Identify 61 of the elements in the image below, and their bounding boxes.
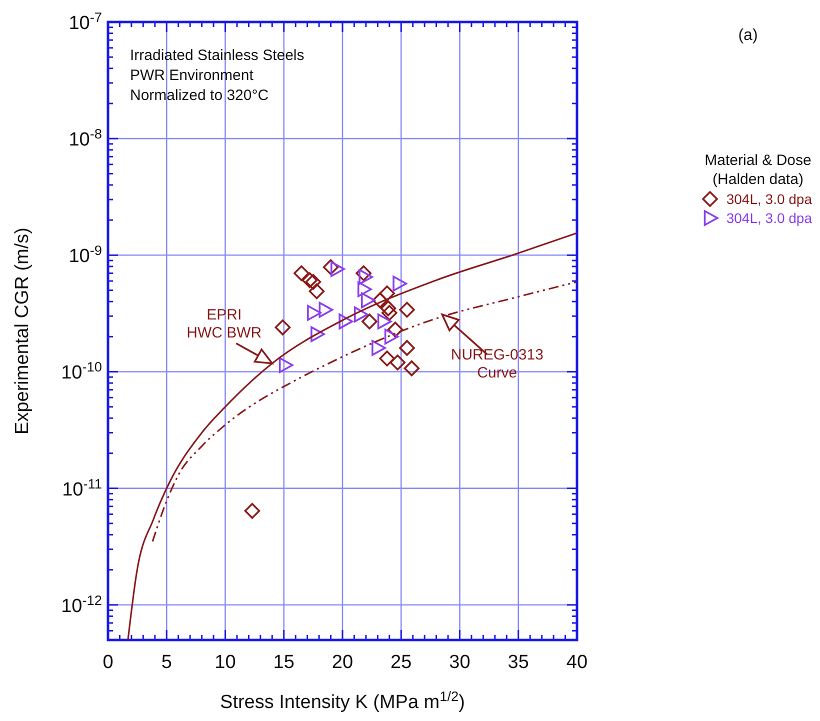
- y-tick-label: 10$^{-10}$: [61, 359, 102, 384]
- y-tick-label: 10$^{-7}$: [68, 10, 102, 34]
- point: [382, 304, 398, 321]
- x-tick-label: 0: [102, 652, 114, 673]
- x-tick-label: 25: [390, 652, 412, 673]
- point: [310, 326, 325, 342]
- point: [379, 350, 395, 366]
- point: [322, 259, 339, 275]
- legend-label: 304L, 3.0 dpa: [726, 210, 812, 226]
- y-tick-label: 10$^{-11}$: [62, 476, 102, 500]
- point: [294, 265, 310, 282]
- x-tick-label: 35: [508, 652, 529, 673]
- point: [387, 322, 404, 338]
- text: (a): [738, 27, 758, 44]
- point: [274, 320, 291, 336]
- legend-title: Material & Dose (Halden data): [704, 152, 812, 188]
- y-tick-label: 10$^{-8}$: [68, 126, 102, 151]
- point: [392, 276, 408, 292]
- point: [305, 274, 322, 290]
- annotation: Irradiated Stainless Steels: [130, 47, 304, 64]
- annotation: Normalized to 320°C: [130, 87, 269, 104]
- point: [384, 328, 399, 345]
- point: [380, 300, 396, 316]
- x-axis-title: Stress Intensity K (MPa m$^{1/2}$): [220, 688, 465, 713]
- point: [356, 265, 372, 282]
- point: [372, 292, 388, 308]
- point: [404, 360, 420, 376]
- point: [278, 357, 294, 374]
- point: [308, 283, 325, 300]
- point: [318, 302, 334, 318]
- annotation: EPRI HWC BWR: [186, 306, 262, 342]
- legend-label: 304L, 3.0 dpa: [726, 191, 812, 207]
- point: [377, 314, 392, 330]
- point: [390, 354, 406, 370]
- point: [244, 503, 260, 519]
- x-tick-label: 15: [273, 652, 294, 673]
- y-axis-title: Experimental CGR (m/s): [12, 228, 33, 434]
- line-series: [127, 232, 578, 641]
- y-tick-label: 10$^{-9}$: [68, 242, 102, 268]
- point: [357, 281, 372, 298]
- x-tick-label: 30: [449, 652, 470, 673]
- x-tick-label: 10: [214, 652, 236, 673]
- annotation: NUREG-0313 Curve: [450, 346, 544, 382]
- point: [307, 304, 322, 321]
- x-tick-label: 40: [566, 652, 588, 673]
- line-series: [152, 281, 578, 542]
- point: [358, 269, 374, 285]
- point: [338, 314, 354, 330]
- point: [330, 261, 345, 277]
- point: [372, 340, 386, 356]
- y-tick-label: 10$^{-12}$: [61, 592, 102, 617]
- point: [354, 306, 368, 322]
- x-tick-label: 20: [332, 652, 354, 673]
- x-tick-label: 5: [161, 652, 172, 673]
- annotation: PWR Environment: [130, 67, 254, 84]
- point: [379, 285, 395, 302]
- point: [362, 314, 378, 330]
- point: [302, 272, 318, 288]
- point: [399, 340, 415, 356]
- point: [399, 302, 415, 318]
- point: [360, 292, 376, 308]
